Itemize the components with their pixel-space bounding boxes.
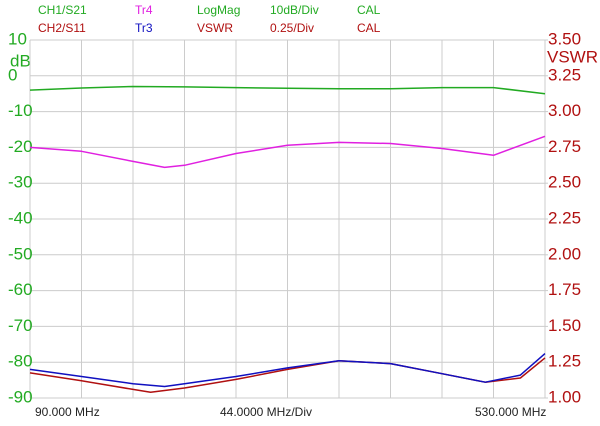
- y2-axis-label: VSWR: [547, 47, 598, 66]
- header-item: CAL: [357, 3, 381, 17]
- y-tick-label: -40: [8, 208, 33, 227]
- y-tick-label: -20: [8, 137, 33, 156]
- y-tick-label: 10: [8, 29, 27, 48]
- y-tick-label: -70: [8, 316, 33, 335]
- x-div-label: 44.0000 MHz/Div: [220, 405, 312, 419]
- y2-tick-label: 2.00: [548, 244, 581, 263]
- y2-tick-label: 3.50: [548, 29, 581, 48]
- y-tick-label: -80: [8, 352, 33, 371]
- y2-tick-label: 3.00: [548, 101, 581, 120]
- header-item: 0.25/Div: [270, 21, 314, 35]
- y2-tick-label: 2.25: [548, 208, 581, 227]
- legend-label: CH2/S11: [38, 21, 86, 35]
- trace: [29, 85, 546, 95]
- legend-label: Tr3: [135, 21, 153, 35]
- y2-tick-label: 2.50: [548, 173, 581, 192]
- y-axis-label: dB: [10, 51, 31, 70]
- y-tick-label: -60: [8, 280, 33, 299]
- legend-label: CH1/S21: [38, 3, 87, 17]
- y2-tick-label: 1.25: [548, 352, 581, 371]
- y-tick-label: -30: [8, 173, 33, 192]
- y-tick-label: -90: [8, 387, 33, 406]
- x-start-label: 90.000 MHz: [35, 405, 100, 419]
- y2-tick-label: 1.50: [548, 316, 581, 335]
- legend-label: Tr4: [135, 3, 153, 17]
- y2-tick-label: 1.00: [548, 387, 581, 406]
- y-tick-label: -50: [8, 244, 33, 263]
- y2-tick-label: 3.25: [548, 65, 581, 84]
- header-item: 10dB/Div: [270, 3, 319, 17]
- trace: [29, 135, 546, 169]
- header-item: LogMag: [197, 3, 240, 17]
- header-item: VSWR: [197, 21, 233, 35]
- y-tick-label: 0: [8, 65, 17, 84]
- y2-tick-label: 2.75: [548, 137, 581, 156]
- trace: [29, 353, 546, 388]
- y-tick-label: -10: [8, 101, 33, 120]
- y2-tick-label: 1.75: [548, 280, 581, 299]
- x-stop-label: 530.000 MHz: [475, 405, 546, 419]
- header-item: CAL: [357, 21, 381, 35]
